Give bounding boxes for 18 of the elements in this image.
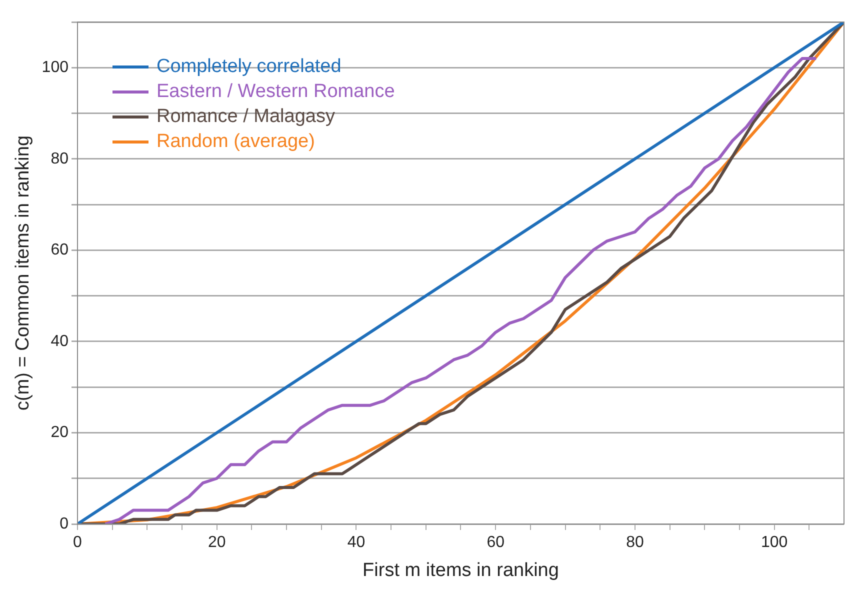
x-tick-label: 60 [486, 534, 505, 552]
y-tick-label: 100 [42, 59, 69, 76]
x-tick-label: 80 [626, 534, 644, 552]
x-tick-label: 0 [73, 534, 82, 552]
legend-label: Eastern / Western Romance [156, 81, 395, 102]
y-tick-label: 60 [50, 242, 69, 259]
y-tick-label: 80 [50, 150, 69, 168]
y-tick-label: 40 [50, 332, 69, 350]
x-axis-title: First m items in ranking [362, 560, 559, 581]
legend-label: Completely correlated [156, 56, 342, 78]
y-axis-title: c(m) = Common items in ranking [12, 135, 34, 411]
x-tick-label: 100 [760, 534, 788, 552]
y-tick-label: 20 [50, 424, 69, 442]
x-tick-label: 20 [208, 534, 226, 552]
y-tick-label: 0 [60, 515, 69, 532]
x-tick-label: 40 [347, 534, 366, 552]
legend-label: Random (average) [156, 131, 315, 152]
legend-label: Romance / Malagasy [156, 106, 336, 128]
